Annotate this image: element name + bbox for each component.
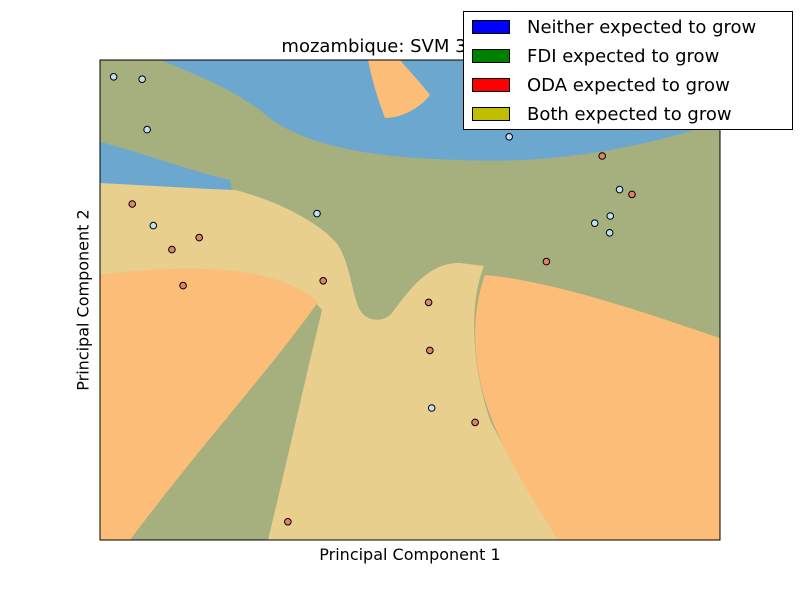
data-point-neither bbox=[427, 404, 436, 412]
legend-label-both: Both expected to grow bbox=[527, 103, 732, 125]
data-point-neither bbox=[590, 219, 599, 227]
data-point-oda bbox=[542, 257, 551, 266]
legend: Neither expected to grow FDI expected to… bbox=[463, 11, 793, 130]
region-oda-top bbox=[368, 60, 430, 118]
legend-label-oda: ODA expected to grow bbox=[527, 74, 730, 96]
plot-frame bbox=[99, 59, 721, 541]
region-oda-right bbox=[475, 275, 720, 540]
legend-swatch-both bbox=[472, 107, 510, 121]
legend-swatch-neither bbox=[472, 20, 510, 34]
data-point-neither bbox=[606, 212, 615, 220]
data-point-neither bbox=[313, 209, 321, 218]
region-oda-left bbox=[100, 268, 318, 540]
data-point-oda bbox=[195, 233, 203, 242]
points-layer bbox=[109, 73, 636, 526]
data-point-oda bbox=[471, 418, 479, 427]
data-point-oda bbox=[628, 190, 636, 199]
data-point-neither bbox=[138, 75, 146, 83]
legend-swatch-oda bbox=[472, 78, 510, 92]
y-axis-label: Principal Component 2 bbox=[73, 209, 93, 391]
legend-swatch-fdi bbox=[472, 49, 510, 63]
legend-item-fdi: FDI expected to grow bbox=[472, 45, 719, 67]
data-point-neither bbox=[505, 133, 514, 141]
data-point-neither bbox=[615, 185, 624, 194]
legend-label-neither: Neither expected to grow bbox=[527, 16, 757, 38]
data-point-oda bbox=[598, 152, 607, 160]
data-point-neither bbox=[109, 73, 118, 81]
data-point-oda bbox=[424, 298, 433, 307]
region-neither-left bbox=[100, 142, 232, 190]
data-point-oda bbox=[284, 517, 292, 526]
legend-item-both: Both expected to grow bbox=[472, 103, 732, 125]
legend-item-neither: Neither expected to grow bbox=[472, 16, 756, 38]
data-point-neither bbox=[149, 221, 158, 230]
x-axis-label: Principal Component 1 bbox=[319, 545, 501, 564]
data-point-oda bbox=[179, 281, 187, 290]
data-point-neither bbox=[143, 125, 151, 134]
legend-item-oda: ODA expected to grow bbox=[472, 74, 730, 96]
region-both-center bbox=[100, 183, 558, 540]
data-point-oda bbox=[319, 277, 328, 285]
data-point-neither bbox=[605, 229, 614, 237]
data-point-oda bbox=[168, 245, 176, 254]
legend-label-fdi: FDI expected to grow bbox=[527, 45, 720, 67]
data-point-oda bbox=[426, 346, 434, 355]
data-point-oda bbox=[128, 200, 137, 208]
